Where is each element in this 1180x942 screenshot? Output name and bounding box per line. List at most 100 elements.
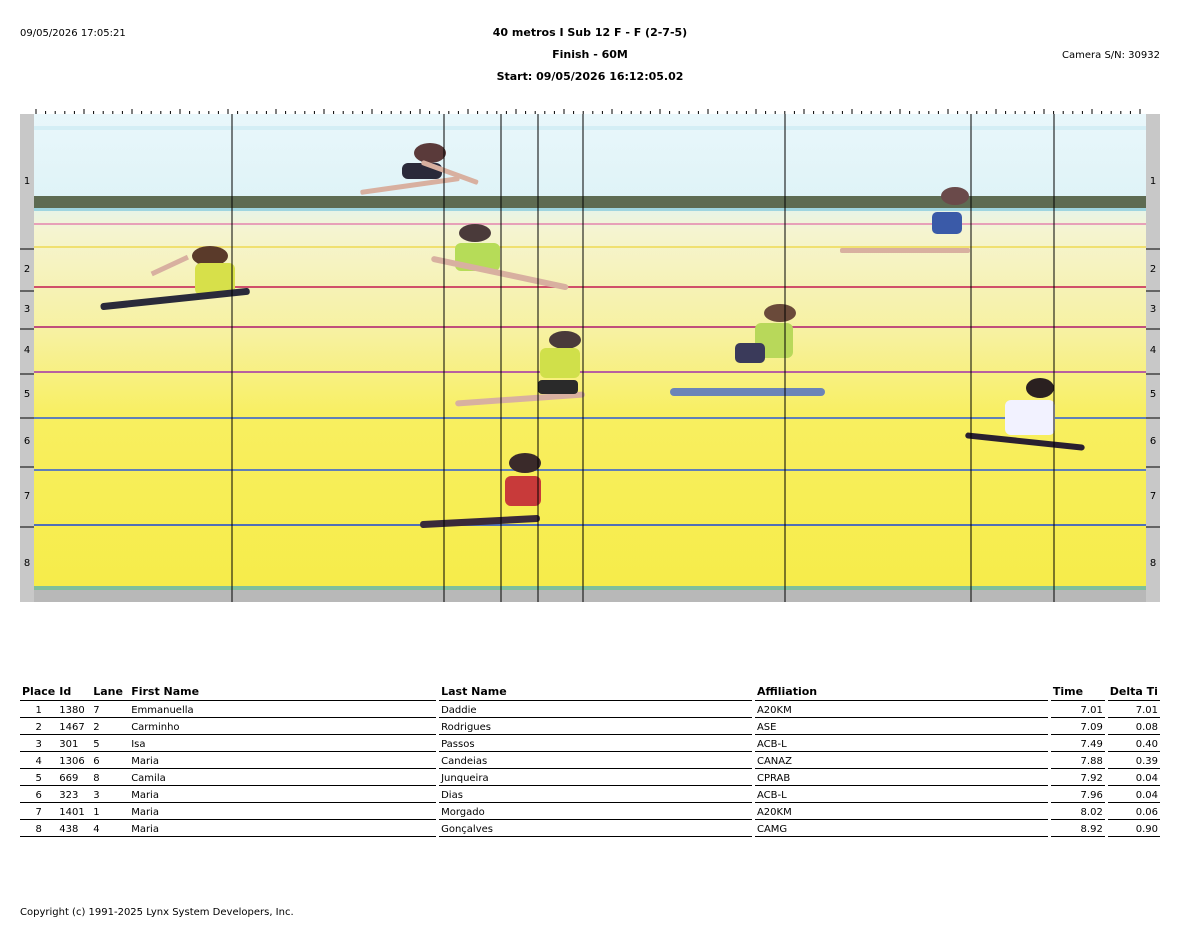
result-last-name: Passos xyxy=(439,735,752,752)
result-first-name: Isa xyxy=(129,735,437,752)
result-id: 669 xyxy=(57,769,92,786)
lane-label-right: 8 xyxy=(1150,558,1156,569)
finish-time-lines xyxy=(231,114,1055,602)
track-image xyxy=(34,114,1146,602)
result-place: 1 xyxy=(20,701,58,718)
left-lane-bar xyxy=(20,114,34,602)
lane-line xyxy=(34,326,1146,328)
result-affiliation: ACB-L xyxy=(754,786,1048,803)
lane-label-left: 1 xyxy=(24,176,30,187)
result-first-name: Maria xyxy=(129,820,437,837)
event-subtitle: Finish - 60M xyxy=(552,48,628,61)
result-id: 1380 xyxy=(57,701,92,718)
result-lane: 6 xyxy=(91,752,130,769)
result-affiliation: ACB-L xyxy=(754,735,1048,752)
result-lane: 5 xyxy=(91,735,130,752)
lane-line xyxy=(34,469,1146,471)
lane-label-right: 6 xyxy=(1150,436,1156,447)
result-delta: 0.04 xyxy=(1107,786,1160,803)
runner-lane-4 xyxy=(455,331,585,407)
result-place: 6 xyxy=(20,786,58,803)
lane-label-left: 2 xyxy=(24,264,30,275)
lane-label-left: 3 xyxy=(24,304,30,315)
lane-label-right: 3 xyxy=(1150,304,1156,315)
right-lane-bar xyxy=(1146,114,1160,602)
result-delta: 0.08 xyxy=(1107,718,1160,735)
results-header-row: Place Id Lane First Name Last Name Affil… xyxy=(20,684,1160,701)
result-row: 2 1467 2 Carminho Rodrigues ASE 7.09 0.08 xyxy=(20,718,1160,735)
col-last-name: Last Name xyxy=(439,684,752,701)
result-time: 7.88 xyxy=(1050,752,1105,769)
result-first-name: Maria xyxy=(129,752,437,769)
result-time: 8.92 xyxy=(1050,820,1105,837)
result-last-name: Candeias xyxy=(439,752,752,769)
result-place: 3 xyxy=(20,735,58,752)
result-lane: 7 xyxy=(91,701,130,718)
result-place: 8 xyxy=(20,820,58,837)
runner-lane-4b xyxy=(670,304,825,396)
result-id: 1306 xyxy=(57,752,92,769)
result-affiliation: CANAZ xyxy=(754,752,1048,769)
col-id: Id xyxy=(57,684,92,701)
col-time: Time xyxy=(1050,684,1105,701)
col-first-name: First Name xyxy=(129,684,437,701)
result-row: 3 301 5 Isa Passos ACB-L 7.49 0.40 xyxy=(20,735,1160,752)
result-delta: 0.06 xyxy=(1107,803,1160,820)
col-affiliation: Affiliation xyxy=(754,684,1048,701)
result-first-name: Camila xyxy=(129,769,437,786)
result-lane: 1 xyxy=(91,803,130,820)
lane-labels: 1 1 2 2 3 3 4 4 5 5 6 6 7 7 8 8 xyxy=(24,176,1156,569)
result-last-name: Dias xyxy=(439,786,752,803)
result-first-name: Maria xyxy=(129,803,437,820)
runner-lane-2b xyxy=(431,224,569,291)
camera-serial: Camera S/N: 30932 xyxy=(1062,50,1160,61)
result-affiliation: ASE xyxy=(754,718,1048,735)
result-affiliation: CAMG xyxy=(754,820,1048,837)
result-last-name: Morgado xyxy=(439,803,752,820)
lane-line xyxy=(34,524,1146,526)
copyright: Copyright (c) 1991-2025 Lynx System Deve… xyxy=(20,907,294,918)
lane-label-right: 5 xyxy=(1150,389,1156,400)
lane-label-left: 5 xyxy=(24,389,30,400)
dark-rail xyxy=(34,196,1146,208)
result-last-name: Daddie xyxy=(439,701,752,718)
result-affiliation: CPRAB xyxy=(754,769,1048,786)
event-title: 40 metros I Sub 12 F - F (2-7-5) xyxy=(492,26,688,39)
result-delta: 0.39 xyxy=(1107,752,1160,769)
runner-lane-7 xyxy=(420,453,541,528)
runner-lane-1b xyxy=(840,187,970,253)
result-delta: 0.04 xyxy=(1107,769,1160,786)
col-lane: Lane xyxy=(91,684,130,701)
result-time: 7.09 xyxy=(1050,718,1105,735)
result-id: 301 xyxy=(57,735,92,752)
result-last-name: Gonçalves xyxy=(439,820,752,837)
result-id: 1401 xyxy=(57,803,92,820)
result-affiliation: A20KM xyxy=(754,803,1048,820)
lane-label-right: 7 xyxy=(1150,491,1156,502)
result-place: 7 xyxy=(20,803,58,820)
result-row: 1 1380 7 Emmanuella Daddie A20KM 7.01 7.01 xyxy=(20,701,1160,718)
lane-label-left: 7 xyxy=(24,491,30,502)
result-time: 7.96 xyxy=(1050,786,1105,803)
result-delta: 7.01 xyxy=(1107,701,1160,718)
runner-lane-6 xyxy=(965,378,1085,451)
lane-label-left: 4 xyxy=(24,345,30,356)
col-place: Place xyxy=(20,684,58,701)
lane-label-right: 4 xyxy=(1150,345,1156,356)
runner-silhouettes xyxy=(100,143,1085,528)
start-time: Start: 09/05/2026 16:12:05.02 xyxy=(496,70,684,83)
lane-label-left: 8 xyxy=(24,558,30,569)
result-id: 1467 xyxy=(57,718,92,735)
print-timestamp: 09/05/2026 17:05:21 xyxy=(20,28,126,39)
result-first-name: Emmanuella xyxy=(129,701,437,718)
result-row: 8 438 4 Maria Gonçalves CAMG 8.92 0.90 xyxy=(20,820,1160,837)
lane-label-left: 6 xyxy=(24,436,30,447)
result-row: 6 323 3 Maria Dias ACB-L 7.96 0.04 xyxy=(20,786,1160,803)
result-time: 7.01 xyxy=(1050,701,1105,718)
result-delta: 0.90 xyxy=(1107,820,1160,837)
lane-label-right: 2 xyxy=(1150,264,1156,275)
result-first-name: Carminho xyxy=(129,718,437,735)
result-id: 438 xyxy=(57,820,92,837)
result-place: 5 xyxy=(20,769,58,786)
